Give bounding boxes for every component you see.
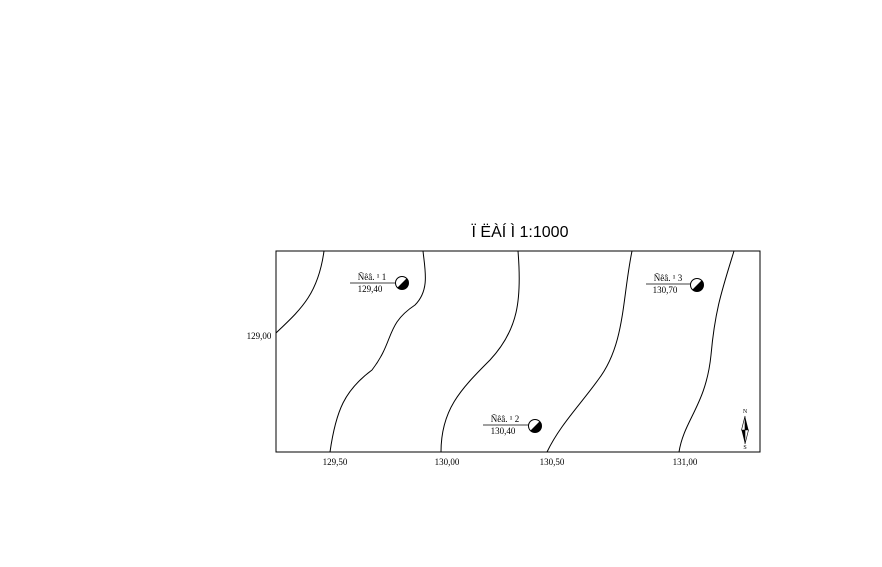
south-label: S [743, 445, 746, 451]
contour-line-131-00 [678, 250, 735, 453]
well-elevation: 130,70 [653, 285, 678, 295]
south-arrow-filled-half [741, 430, 745, 444]
north-arrow-icon: N S [741, 409, 749, 451]
well-name: Ñêâ. ¹ 3 [654, 273, 683, 283]
map-title: Ï ËÀÍ Ì 1:1000 [471, 224, 569, 241]
well-elevation: 130,40 [491, 426, 516, 436]
north-arrow-filled-half [745, 416, 749, 430]
well-marker: Ñêâ. ¹ 1 129,40 [350, 272, 409, 294]
borehole-icon-fill [530, 421, 542, 433]
north-arrow-hollow-half [741, 415, 746, 431]
contour-label: 130,50 [540, 457, 565, 467]
well-name: Ñêâ. ¹ 2 [491, 414, 519, 424]
contour-label: 130,00 [435, 457, 460, 467]
well-name: Ñêâ. ¹ 1 [358, 272, 386, 282]
borehole-icon-fill [397, 278, 409, 290]
contour-line-130-00 [440, 250, 520, 453]
contour-line-129-00 [275, 250, 325, 334]
well-marker: Ñêâ. ¹ 2 130,40 [483, 414, 542, 436]
well-marker: Ñêâ. ¹ 3 130,70 [646, 273, 704, 295]
contour-line-129-50 [329, 250, 426, 453]
well-elevation: 129,40 [358, 284, 383, 294]
north-label: N [743, 409, 748, 415]
contour-line-130-50 [546, 250, 633, 453]
borehole-icon-fill [692, 280, 704, 292]
contour-label: 131,00 [673, 457, 698, 467]
contour-label: 129,50 [323, 457, 348, 467]
south-arrow-hollow-half [744, 429, 749, 445]
contour-label: 129,00 [247, 331, 272, 341]
